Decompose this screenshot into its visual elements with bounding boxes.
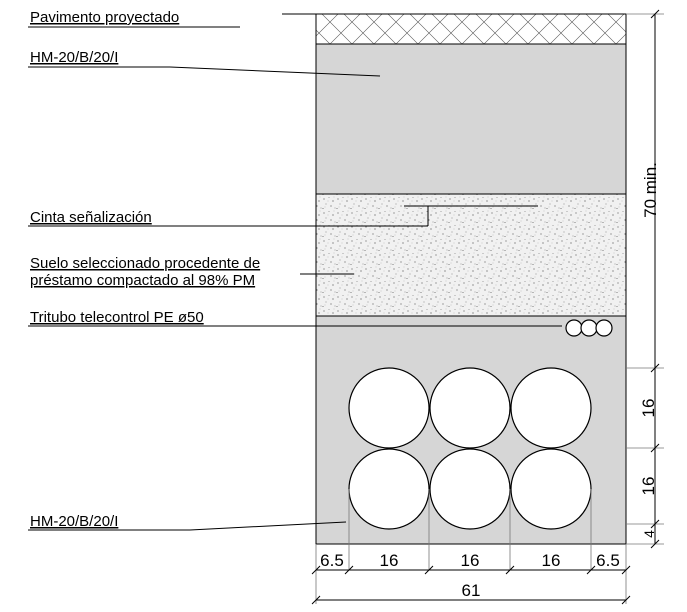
tritubo-conduit [565,319,613,337]
label-suelo-line1: Suelo seleccionado procedente de [30,255,260,272]
dim-row2-height: 16 [639,477,658,496]
conduit-row1-col2 [429,367,511,449]
label-pavimento: Pavimento proyectado [30,9,179,26]
dim-bottom-total: 61 [462,581,481,600]
pavement-layer [315,13,627,45]
dim-bottom-cover: 4 [641,530,657,538]
label-tritubo: Tritubo telecontrol PE ø50 [30,309,204,326]
label-cinta: Cinta señalización [30,209,152,226]
conduit-row2-col1 [348,448,430,530]
dim-bottom-left: 6.5 [320,551,344,570]
dim-bottom-col3: 16 [542,551,561,570]
dim-bottom-col1: 16 [380,551,399,570]
dim-total-height: 70 min. [641,162,660,218]
label-suelo-line2: préstamo compactado al 98% PM [30,272,255,289]
dim-bottom-col2: 16 [461,551,480,570]
conduit-row1-col1 [348,367,430,449]
label-hormigon-bottom: HM-20/B/20/I [30,513,118,530]
conduit-row1-col3 [510,367,592,449]
dim-bottom-right: 6.5 [596,551,620,570]
selected-soil-layer [315,193,627,317]
concrete-top-layer [315,43,627,195]
conduit-row2-col2 [429,448,511,530]
label-hormigon-top: HM-20/B/20/I [30,49,118,66]
dim-row1-height: 16 [639,399,658,418]
conduit-row2-col3 [510,448,592,530]
